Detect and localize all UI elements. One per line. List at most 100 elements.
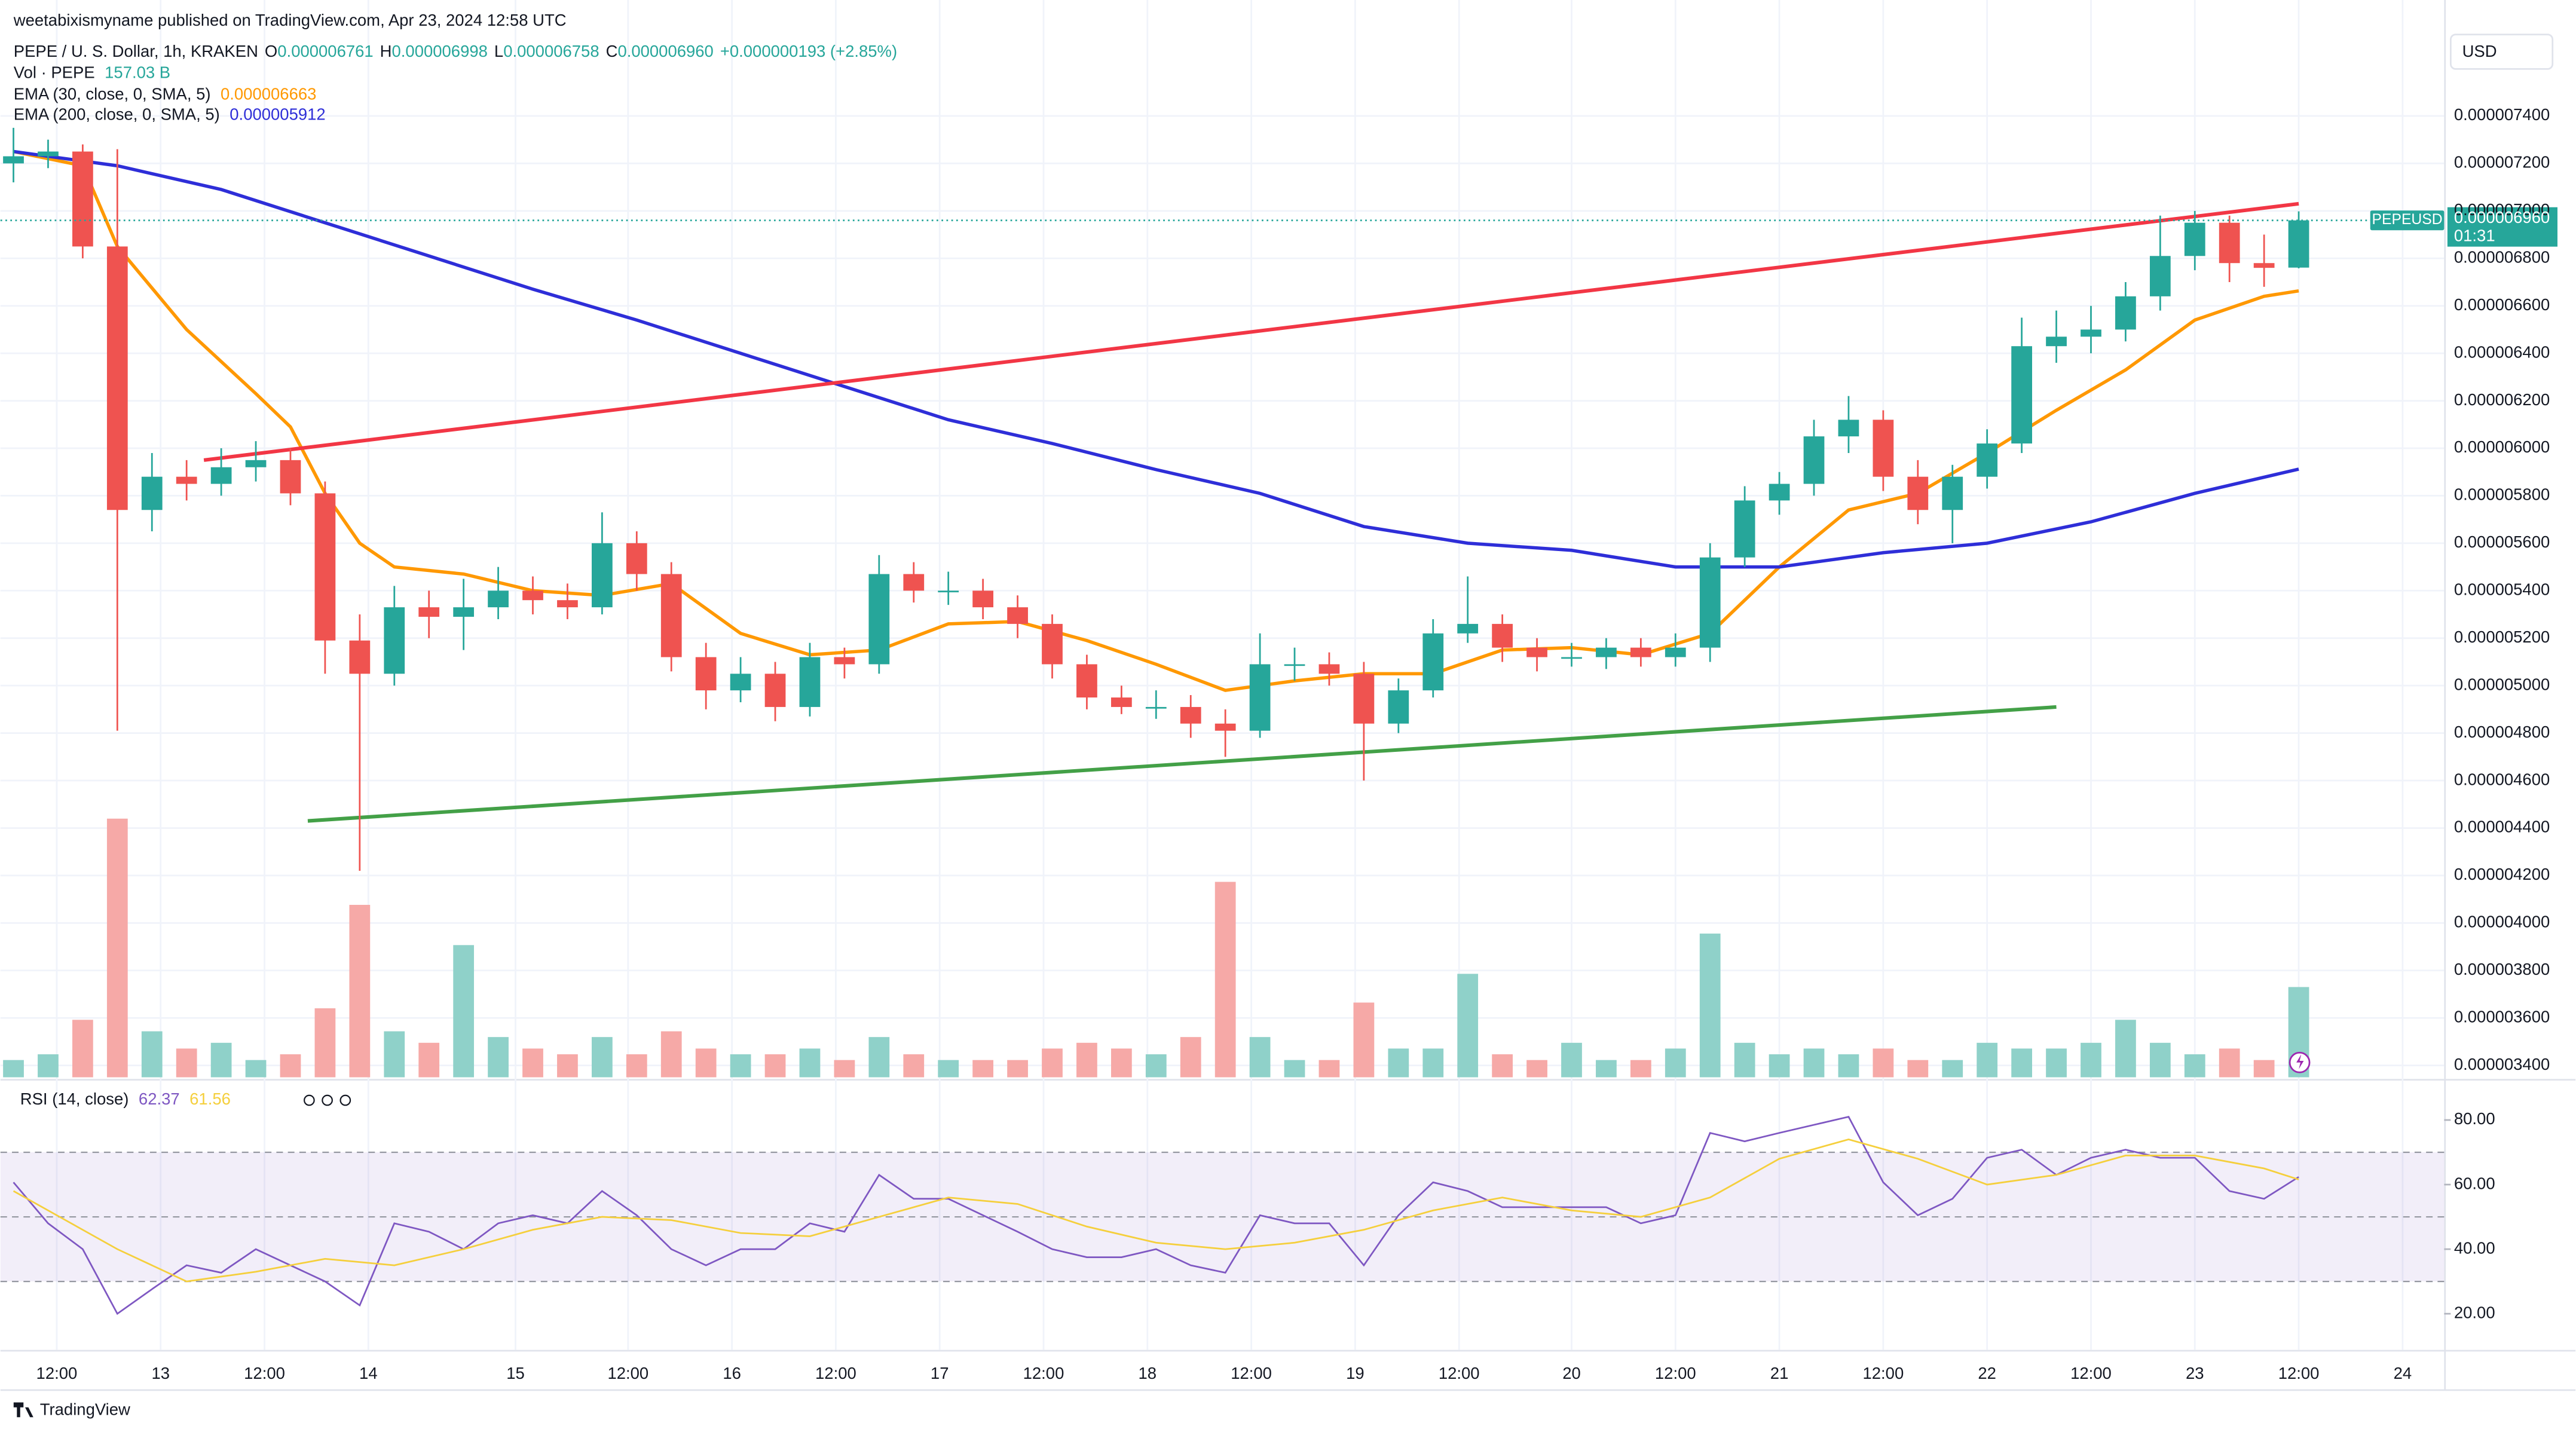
volume-bar — [1318, 1060, 1340, 1078]
x-tick-label: 13 — [151, 1364, 170, 1382]
volume-bar — [1803, 1048, 1825, 1078]
candle-body — [1769, 484, 1790, 501]
volume-bar — [1942, 1060, 1963, 1078]
candle-body — [1007, 607, 1028, 624]
candle-body — [2011, 346, 2032, 444]
trend-line — [307, 705, 2057, 823]
legend-text: L — [494, 42, 503, 60]
candle-body — [1873, 420, 1894, 477]
volume-bar — [1596, 1060, 1617, 1078]
candle-body — [210, 467, 232, 484]
legend-text: 61.56 — [189, 1090, 231, 1108]
icon[interactable] — [322, 1094, 333, 1106]
x-tick-label: 12:00 — [815, 1364, 856, 1382]
volume-bar — [1214, 882, 1236, 1078]
y-tick-label: 0.000007000 — [2454, 200, 2550, 219]
volume-bar — [1145, 1054, 1167, 1078]
volume-bar — [280, 1054, 301, 1078]
volume-bar — [106, 818, 128, 1078]
x-tick-label: 12:00 — [36, 1364, 78, 1382]
currency-box[interactable] — [2450, 33, 2554, 70]
y-tick-label: 0.000003600 — [2454, 1007, 2550, 1026]
legend-text: O — [265, 42, 277, 60]
legend-text: 0.000006761 — [277, 42, 373, 60]
y-tick-label: 0.000006400 — [2454, 342, 2550, 361]
candle-body — [1596, 647, 1617, 657]
candle-body — [1110, 697, 1132, 707]
legend-text: C — [606, 42, 618, 60]
volume-bar — [2149, 1042, 2171, 1078]
x-tick-label: 12:00 — [1655, 1364, 1696, 1382]
y-tick-label: 0.000003400 — [2454, 1055, 2550, 1073]
candle-body — [2046, 336, 2067, 347]
volume-bar — [1769, 1054, 1790, 1078]
candle-body — [1734, 500, 1755, 558]
y-tick-label: 0.000005800 — [2454, 485, 2550, 504]
y-tick-label: 0.000003800 — [2454, 960, 2550, 978]
volume-bar — [349, 904, 371, 1078]
volume-bar — [903, 1054, 925, 1078]
volume-bar — [418, 1042, 440, 1078]
volume-bar — [1284, 1060, 1305, 1078]
volume-bar — [2011, 1048, 2032, 1078]
candle-body — [1803, 436, 1825, 484]
x-tick-label: 14 — [359, 1364, 378, 1382]
x-tick-label: 21 — [1770, 1364, 1789, 1382]
candle-body — [764, 674, 786, 707]
volume-bar — [1042, 1048, 1063, 1078]
candle-body — [245, 460, 267, 467]
candle-body — [557, 600, 578, 608]
candle-body — [488, 590, 509, 608]
legend-text: Vol · PEPE — [14, 63, 95, 82]
icon[interactable] — [304, 1094, 315, 1106]
candle-body — [1249, 664, 1271, 731]
y-tick-label: 0.000005200 — [2454, 628, 2550, 646]
candle-body — [1526, 647, 1547, 657]
volume-bar — [522, 1048, 543, 1078]
alert-icon[interactable] — [2289, 1051, 2311, 1073]
candle-body — [972, 590, 994, 608]
legend-text: PEPE / U. S. Dollar, 1h, KRAKEN — [14, 42, 258, 60]
candle-body — [1630, 647, 1651, 657]
volume-bar — [3, 1060, 24, 1078]
volume-bar — [1977, 1042, 1998, 1078]
volume-bar — [1457, 974, 1479, 1078]
candle-body — [72, 151, 93, 247]
volume-bar — [2219, 1048, 2240, 1078]
volume-bar — [591, 1037, 613, 1078]
icon[interactable] — [339, 1094, 351, 1106]
volume-bar — [453, 945, 475, 1078]
candle-body — [1388, 690, 1409, 724]
candle-body — [1699, 557, 1721, 648]
brand-logo: TradingView — [13, 1400, 130, 1419]
legend-text: 62.37 — [139, 1090, 180, 1108]
legend-text: 0.000006960 — [617, 42, 713, 60]
volume-bar — [1838, 1054, 1859, 1078]
volume-bar — [1526, 1060, 1547, 1078]
alert-bolt — [2296, 1054, 2304, 1069]
volume-bar — [938, 1060, 959, 1078]
volume-bar — [1007, 1060, 1028, 1078]
price-tag: 0.000006960 — [2454, 208, 2550, 227]
volume-bar — [764, 1054, 786, 1078]
volume-bar — [176, 1048, 197, 1078]
volume-bar — [2184, 1054, 2205, 1078]
volume-bar — [660, 1031, 682, 1078]
volume-bar — [38, 1054, 59, 1078]
volume-bar — [72, 1020, 93, 1078]
candle-body — [730, 674, 751, 691]
brand-icon — [13, 1402, 33, 1418]
marks-layer — [0, 127, 2557, 1315]
candle-body — [1145, 706, 1167, 709]
legend-text: RSI (14, close) — [20, 1090, 129, 1108]
candle-body — [1665, 647, 1686, 657]
currency[interactable]: USD — [2462, 42, 2497, 60]
candle-body — [349, 640, 371, 674]
x-tick-label: 12:00 — [607, 1364, 648, 1382]
y-tick-label: 0.000007400 — [2454, 105, 2550, 124]
x-tick-label: 15 — [506, 1364, 525, 1382]
candle-body — [176, 476, 197, 484]
candle-body — [2184, 222, 2205, 256]
candle-body — [1457, 623, 1479, 634]
